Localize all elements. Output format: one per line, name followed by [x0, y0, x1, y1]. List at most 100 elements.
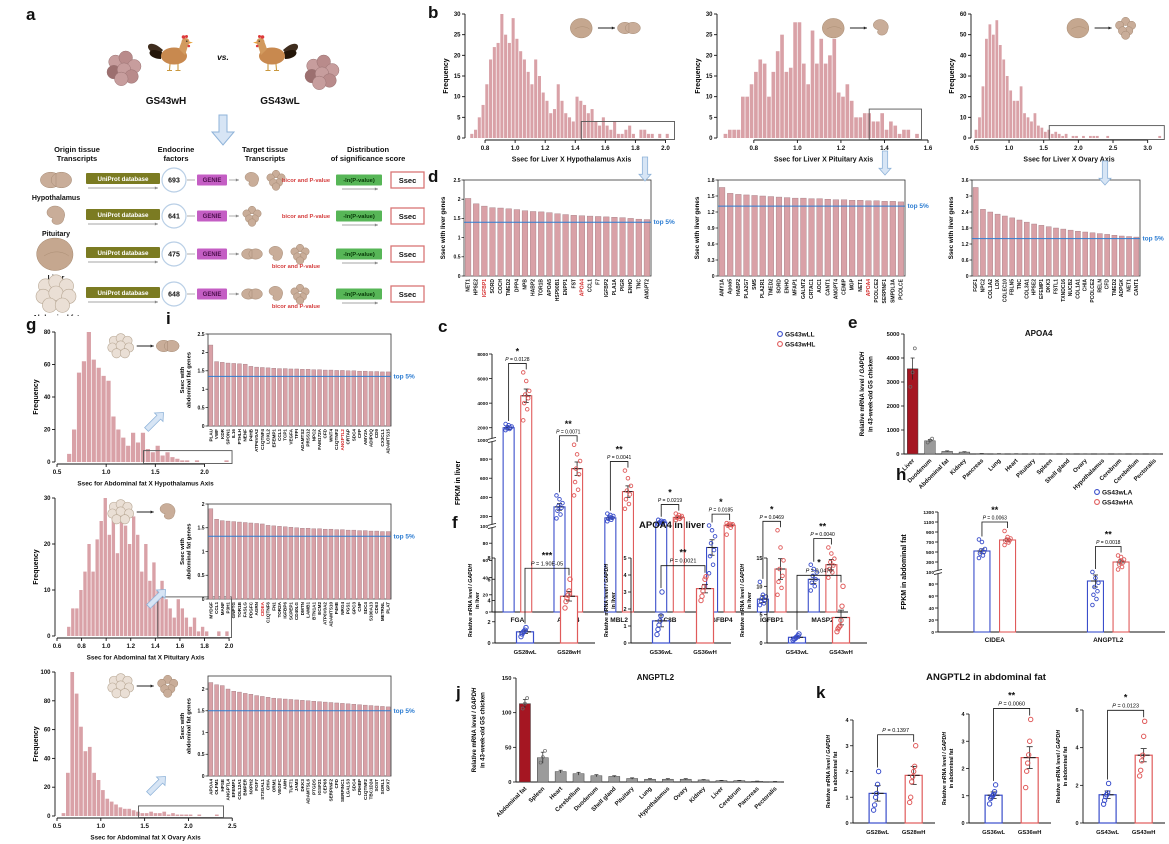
svg-text:Frequency: Frequency: [33, 726, 40, 762]
svg-text:GS28wL: GS28wL: [514, 650, 537, 656]
svg-text:SORD: SORD: [776, 279, 782, 294]
svg-text:1.5: 1.5: [198, 709, 205, 715]
svg-text:Ssec with liver genes: Ssec with liver genes: [948, 196, 955, 259]
liver-icon: [570, 18, 593, 39]
svg-text:NPC2: NPC2: [311, 429, 316, 442]
svg-text:P = 0.0018: P = 0.0018: [1096, 540, 1121, 546]
svg-text:TNC: TNC: [1017, 279, 1023, 290]
svg-text:ADAMTS15: ADAMTS15: [386, 429, 391, 454]
svg-text:Lung: Lung: [988, 458, 1003, 473]
svg-text:MGP: MGP: [850, 278, 856, 290]
svg-text:IL16: IL16: [231, 429, 236, 439]
svg-text:Relative mRNA level / GAPDH: Relative mRNA level / GAPDH: [604, 564, 610, 637]
svg-text:2: 2: [202, 350, 205, 356]
svg-text:30: 30: [44, 496, 51, 502]
svg-text:800: 800: [480, 457, 488, 463]
svg-text:60: 60: [44, 728, 51, 734]
svg-text:-ln(P-value): -ln(P-value): [343, 292, 375, 298]
svg-text:0: 0: [963, 136, 967, 142]
svg-text:TOR2A: TOR2A: [277, 601, 282, 617]
svg-text:TFPI: TFPI: [294, 429, 299, 439]
svg-text:CFD: CFD: [334, 778, 339, 788]
svg-text:0.6: 0.6: [962, 258, 969, 264]
svg-text:2.5: 2.5: [454, 178, 461, 184]
svg-text:1.5: 1.5: [198, 369, 205, 375]
svg-text:FST: FST: [571, 279, 577, 288]
svg-text:**: **: [991, 505, 999, 515]
svg-text:PLAU: PLAU: [208, 428, 213, 441]
svg-text:ADIPOQ: ADIPOQ: [368, 429, 373, 448]
svg-text:30: 30: [454, 12, 461, 18]
pituitary-icon: [159, 503, 176, 520]
svg-text:top 5%: top 5%: [394, 533, 416, 540]
svg-text:AOC1: AOC1: [817, 279, 823, 293]
svg-text:P = 0.0071: P = 0.0071: [556, 429, 581, 435]
svg-text:IGFBP2: IGFBP2: [604, 279, 610, 297]
svg-text:Ssec: Ssec: [399, 250, 417, 259]
svg-text:EFEMP1: EFEMP1: [1039, 279, 1045, 299]
svg-text:1: 1: [961, 794, 964, 800]
svg-text:1.2: 1.2: [837, 145, 846, 152]
svg-text:NET1: NET1: [1127, 279, 1133, 292]
svg-text:in 43-week-old GS chicken: in 43-week-old GS chicken: [869, 356, 875, 432]
svg-text:NPB: NPB: [522, 279, 528, 290]
svg-text:PIGR: PIGR: [620, 279, 626, 292]
svg-text:Relative mRNA level / GAPDH: Relative mRNA level / GAPDH: [860, 351, 866, 436]
svg-text:SERPINC1: SERPINC1: [340, 779, 345, 802]
svg-text:GALNT2: GALNT2: [801, 279, 807, 299]
svg-text:*: *: [1124, 692, 1128, 702]
svg-text:P = 1.90E-05: P = 1.90E-05: [531, 561, 563, 567]
svg-text:4: 4: [961, 712, 965, 718]
svg-text:ATP6V0A2: ATP6V0A2: [254, 429, 259, 452]
svg-text:P = 0.0041: P = 0.0041: [607, 455, 632, 461]
svg-text:1.5: 1.5: [140, 823, 149, 830]
svg-text:SORD: SORD: [490, 279, 496, 294]
svg-text:C1QTNF6: C1QTNF6: [266, 602, 271, 623]
svg-text:WNT4: WNT4: [328, 429, 333, 442]
svg-text:CX3CL1: CX3CL1: [380, 429, 385, 447]
svg-text:in abdominal fat: in abdominal fat: [949, 748, 955, 788]
svg-text:100: 100: [502, 711, 512, 717]
svg-text:0: 0: [202, 424, 205, 430]
svg-text:CCL1: CCL1: [277, 429, 282, 441]
svg-text:P = 0.0128: P = 0.0128: [505, 357, 530, 363]
svg-text:Frequency: Frequency: [949, 58, 956, 94]
panel-a-rows: Hypothalamus UniProt database 693 GENIE bico…: [32, 167, 425, 316]
top-fat-genes-ovary-bar: top 5% 0 0.5 1 1.5 2 APOA4 OLFM1 HPSE ANGPTL4 EFEM…: [180, 675, 415, 804]
svg-text:1.2: 1.2: [962, 242, 969, 248]
svg-text:200: 200: [480, 514, 488, 520]
svg-text:0.6: 0.6: [53, 643, 62, 650]
svg-text:ANGPTL2: ANGPTL2: [340, 429, 345, 451]
blue-ne-arrow-icon: [146, 776, 166, 796]
svg-text:APOA4: APOA4: [208, 779, 213, 795]
svg-text:FN1: FN1: [271, 602, 276, 611]
svg-text:20: 20: [454, 53, 461, 59]
apoa4-qpcr-36w: 0 1 2 3 4 5 GS36wL GS36wH P = 0.0021** Relative m…: [604, 548, 731, 656]
svg-text:20: 20: [44, 428, 51, 434]
svg-text:6: 6: [487, 577, 490, 583]
angptl2-qpcr-28w: 0 1 2 3 4 GS28wL GS28wH P = 0.1397 Relative mRNA…: [826, 718, 935, 836]
svg-text:APOA4: APOA4: [1025, 329, 1053, 338]
fpkm-abdominal-fat-grouped-chart: 0 20 40 60 80 100 300 500 700 900 1100 1300 P = 0.00…: [901, 489, 1165, 644]
panel-label-h: h: [896, 465, 907, 484]
svg-text:LOX: LOX: [995, 278, 1001, 289]
svg-text:**: **: [565, 419, 573, 429]
svg-text:GPC3: GPC3: [351, 602, 356, 615]
svg-text:NENF: NENF: [243, 429, 248, 442]
svg-text:ANGPTL2: ANGPTL2: [1093, 637, 1124, 644]
svg-text:8: 8: [487, 556, 490, 562]
svg-text:0: 0: [457, 136, 461, 142]
svg-text:PLA1A: PLA1A: [612, 279, 618, 296]
svg-text:CNP: CNP: [357, 602, 362, 612]
svg-text:AMY2A: AMY2A: [363, 428, 368, 445]
svg-text:100: 100: [926, 570, 934, 576]
svg-text:CIDEA: CIDEA: [985, 637, 1006, 644]
svg-text:SPON1: SPON1: [226, 429, 231, 445]
svg-text:60: 60: [483, 558, 489, 564]
svg-text:ANGPTL2: ANGPTL2: [637, 673, 675, 682]
svg-text:SDC4: SDC4: [351, 429, 356, 442]
svg-text:Ssec with: Ssec with: [180, 712, 186, 739]
svg-text:Relative mRNA level / GAPDH: Relative mRNA level / GAPDH: [740, 564, 746, 637]
svg-text:475: 475: [168, 252, 180, 259]
